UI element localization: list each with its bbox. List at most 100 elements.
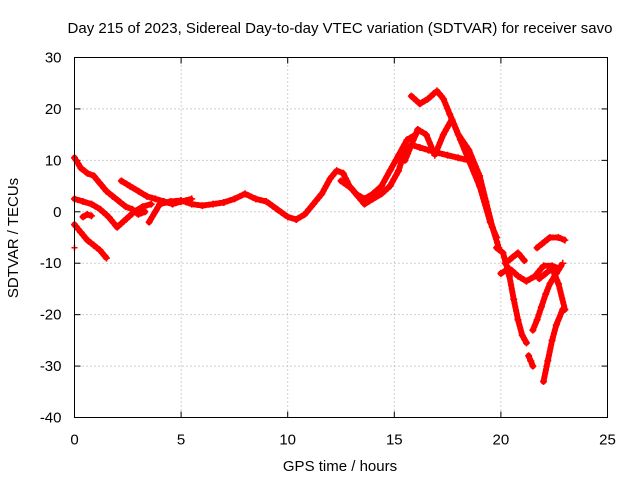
satellite-trace-17: [535, 264, 569, 313]
data-point: [130, 208, 138, 216]
data-point: [318, 190, 326, 198]
data-point: [544, 357, 552, 365]
data-point: [482, 198, 490, 205]
satellite-trace-15: [525, 352, 537, 370]
x-tick-label: 15: [386, 432, 403, 449]
data-point: [537, 303, 545, 311]
data-point: [465, 156, 473, 164]
data-point: [360, 200, 368, 208]
data-point: [220, 199, 228, 207]
data-point: [105, 213, 113, 221]
series-line: [502, 249, 528, 267]
data-point: [102, 254, 110, 262]
x-tick-label: 0: [70, 432, 78, 449]
satellite-trace-2: [71, 195, 155, 231]
data-point: [527, 357, 535, 365]
data-point: [83, 169, 91, 177]
data-point: [348, 185, 356, 193]
data-point: [177, 196, 185, 204]
data-point: [540, 378, 548, 385]
data-point: [444, 151, 452, 159]
data-point: [431, 151, 439, 159]
data-point: [501, 259, 509, 267]
data-point: [401, 156, 409, 164]
x-tick-labels: 0 5 10 15 20 25: [70, 432, 616, 449]
data-point: [542, 290, 550, 298]
satellite-trace-13: [501, 249, 528, 267]
data-point: [454, 154, 462, 162]
data-point: [531, 272, 539, 280]
data-point: [540, 262, 548, 270]
data-point: [514, 272, 522, 280]
data-point: [122, 203, 130, 211]
data-point: [548, 336, 556, 344]
data-point: [83, 236, 91, 244]
data-point: [533, 316, 541, 324]
data-point: [422, 131, 430, 139]
data-point: [126, 182, 134, 190]
data-point: [77, 164, 85, 172]
data-point: [448, 115, 456, 123]
y-tick-label: -20: [40, 307, 62, 324]
data-point: [326, 174, 334, 182]
data-point: [561, 306, 569, 313]
data-point: [546, 280, 554, 288]
data-point: [518, 331, 526, 339]
data-point: [505, 264, 513, 272]
data-point: [79, 213, 87, 221]
data-point: [252, 195, 260, 203]
data-point: [145, 218, 153, 226]
data-point: [156, 200, 164, 208]
satellite-trace-7: [145, 131, 420, 226]
satellite-trace-18: [533, 234, 569, 252]
data-point: [339, 169, 347, 177]
data-point: [378, 182, 386, 190]
y-tick-label: 30: [45, 50, 62, 67]
data-point: [96, 246, 104, 254]
data-point: [535, 275, 543, 283]
x-tick-label: 25: [599, 432, 616, 449]
data-point: [230, 195, 238, 203]
data-point: [439, 95, 447, 103]
data-point: [493, 244, 501, 252]
data-point: [79, 198, 87, 205]
data-point: [424, 95, 432, 103]
data-point: [102, 187, 110, 195]
data-point: [115, 198, 123, 205]
data-point: [395, 167, 403, 175]
data-point: [141, 208, 149, 216]
grid-lines: [74, 57, 608, 418]
data-point: [386, 182, 394, 190]
data-point: [525, 352, 533, 360]
y-tick-label: 20: [45, 101, 62, 118]
satellite-trace-5: [79, 210, 96, 221]
data-point: [497, 270, 505, 277]
data-point: [134, 187, 142, 195]
data-point: [109, 192, 117, 200]
data-point: [378, 190, 386, 198]
data-point: [439, 131, 447, 139]
x-tick-label: 5: [177, 432, 185, 449]
data-point: [510, 295, 518, 303]
x-axis-label: GPS time / hours: [283, 458, 397, 475]
data-point: [522, 339, 530, 347]
data-point: [554, 280, 562, 288]
data-point: [188, 200, 196, 208]
data-point: [301, 210, 309, 218]
data-point: [403, 136, 411, 144]
data-point: [505, 272, 513, 280]
data-point: [209, 200, 217, 208]
y-tick-label: -40: [40, 410, 62, 427]
data-point: [143, 192, 151, 200]
data-point: [96, 205, 104, 213]
data-point: [273, 205, 281, 213]
data-point: [241, 190, 249, 198]
data-point: [83, 210, 91, 218]
data-point: [88, 200, 96, 208]
data-point: [561, 236, 569, 244]
data-point: [529, 326, 537, 334]
data-point: [520, 257, 528, 265]
data-point: [542, 270, 550, 277]
